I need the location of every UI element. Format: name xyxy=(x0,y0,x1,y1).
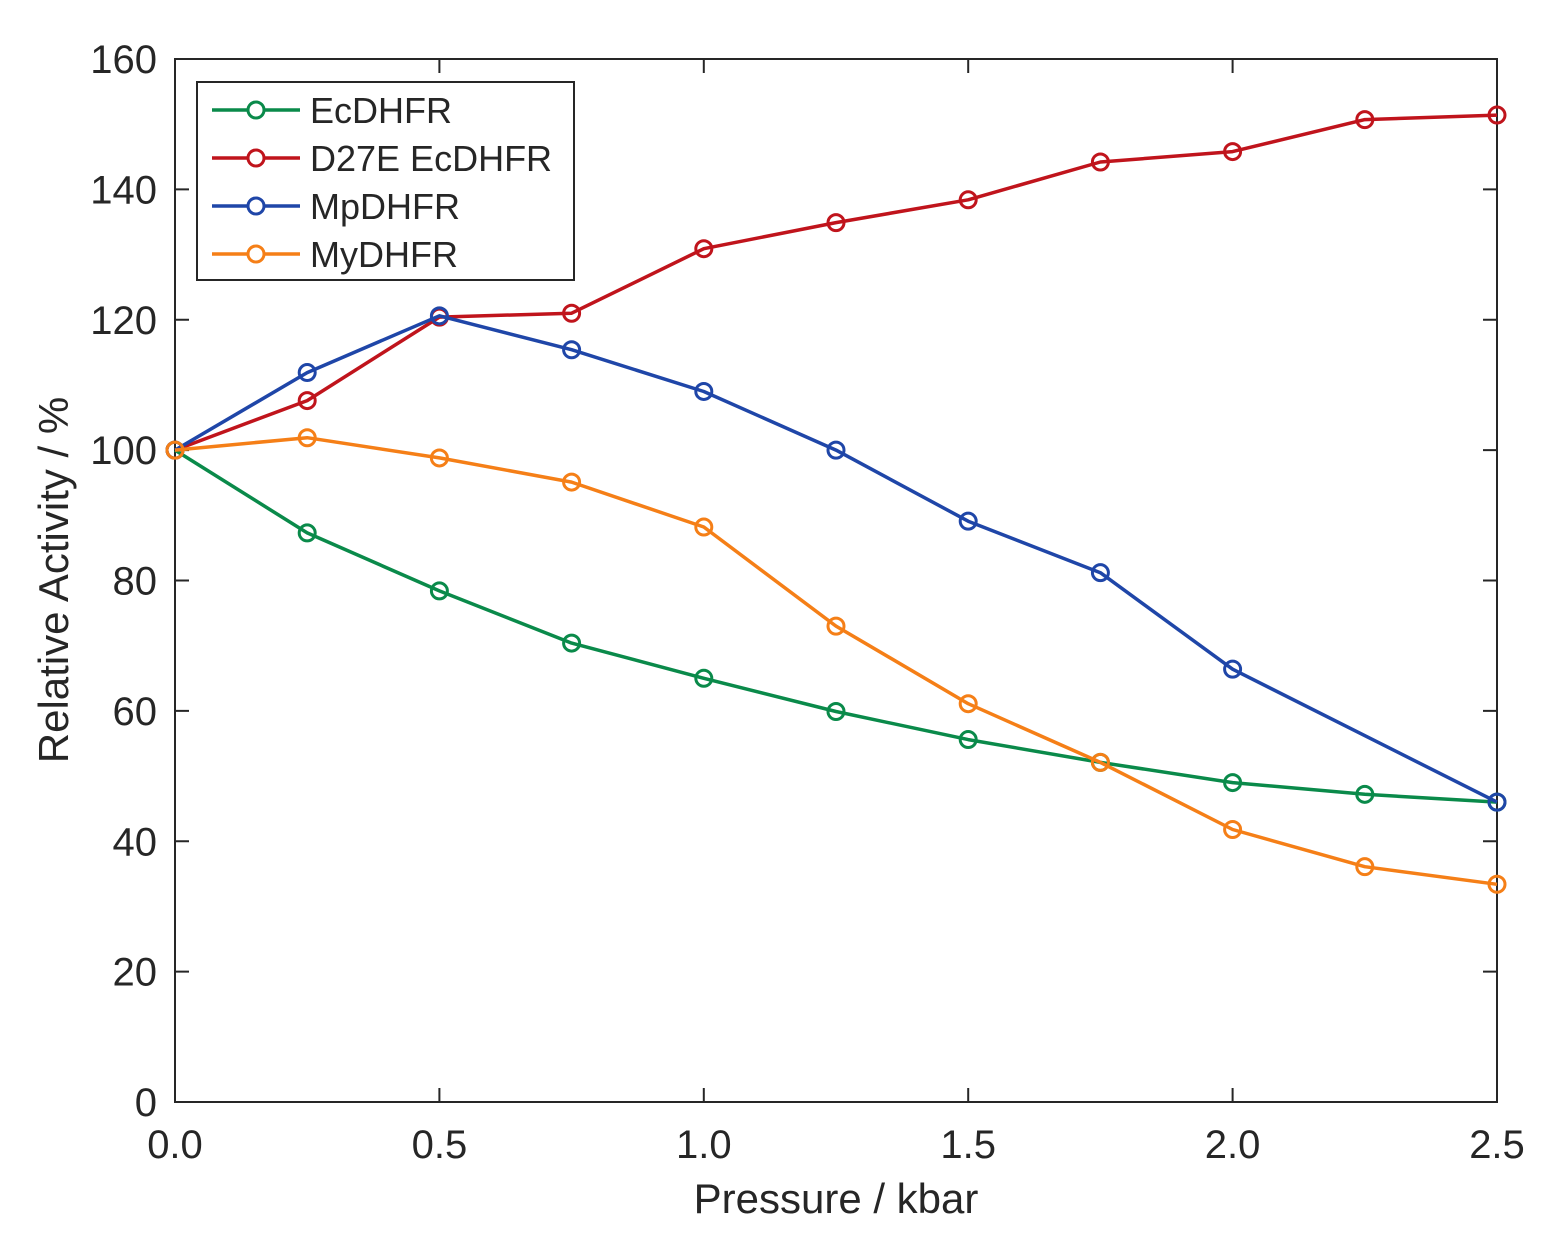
data-point xyxy=(1223,142,1243,162)
axis-ticks: 0.0 0.5 1.0 1.5 2.0 2.5 0 20 40 60 80 100 120 140 160 xyxy=(90,38,1525,1167)
data-point xyxy=(1355,784,1375,804)
y-tick-label: 100 xyxy=(90,429,157,473)
y-axis-label: Relative Activity / % xyxy=(30,397,77,763)
legend-label: MpDHFR xyxy=(310,186,460,227)
data-point xyxy=(429,581,449,601)
x-tick-label: 2.0 xyxy=(1205,1123,1261,1167)
data-point xyxy=(1355,857,1375,877)
y-tick-label: 60 xyxy=(113,690,158,734)
data-point xyxy=(958,190,978,210)
x-axis-label: Pressure / kbar xyxy=(694,1175,979,1222)
series-line xyxy=(174,448,1498,804)
y-tick-label: 120 xyxy=(90,299,157,343)
data-point xyxy=(694,239,714,259)
data-point xyxy=(562,472,582,492)
legend-marker xyxy=(246,196,266,216)
series-line xyxy=(174,113,1498,452)
y-tick-label: 80 xyxy=(113,560,158,604)
data-point xyxy=(1090,152,1110,172)
y-tick-label: 160 xyxy=(90,38,157,82)
data-point xyxy=(1223,659,1243,679)
legend: EcDHFR D27E EcDHFR MpDHFR MyDHFR xyxy=(196,81,575,281)
legend-item: D27E EcDHFR xyxy=(212,138,552,179)
y-tick-label: 40 xyxy=(113,820,158,864)
series-mpdhfr xyxy=(165,306,1507,812)
data-point xyxy=(297,363,317,383)
data-point xyxy=(1223,773,1243,793)
series-line xyxy=(174,314,1498,804)
series-line xyxy=(174,435,1498,887)
data-point xyxy=(694,668,714,688)
legend-item: MpDHFR xyxy=(212,186,460,227)
legend-item: EcDHFR xyxy=(212,90,452,131)
x-tick-label: 0.0 xyxy=(147,1123,203,1167)
data-point xyxy=(1223,820,1243,840)
series-layer xyxy=(165,105,1507,894)
data-point xyxy=(562,303,582,323)
data-point xyxy=(1487,874,1507,894)
data-point xyxy=(562,633,582,653)
data-point xyxy=(958,511,978,531)
x-tick-label: 0.5 xyxy=(412,1123,468,1167)
data-point xyxy=(297,523,317,543)
data-point xyxy=(1487,792,1507,812)
data-point xyxy=(429,448,449,468)
x-tick-label: 1.5 xyxy=(940,1123,996,1167)
x-tick-label: 1.0 xyxy=(676,1123,732,1167)
data-point xyxy=(1090,563,1110,583)
data-point xyxy=(826,616,846,636)
data-point xyxy=(297,391,317,411)
data-point xyxy=(165,440,185,460)
legend-marker xyxy=(246,100,266,120)
legend-label: D27E EcDHFR xyxy=(310,138,552,179)
data-point xyxy=(958,730,978,750)
legend-marker xyxy=(246,244,266,264)
data-point xyxy=(958,694,978,714)
data-point xyxy=(429,306,449,326)
data-point xyxy=(562,340,582,360)
data-point xyxy=(297,428,317,448)
data-point xyxy=(1487,105,1507,125)
data-point xyxy=(1090,752,1110,772)
series-mydhfr xyxy=(165,428,1507,894)
data-point xyxy=(826,702,846,722)
data-point xyxy=(826,213,846,233)
x-tick-label: 2.5 xyxy=(1469,1123,1525,1167)
legend-marker xyxy=(246,148,266,168)
y-tick-label: 140 xyxy=(90,168,157,212)
data-point xyxy=(694,517,714,537)
legend-label: MyDHFR xyxy=(310,234,458,275)
data-point xyxy=(826,440,846,460)
legend-label: EcDHFR xyxy=(310,90,452,131)
data-point xyxy=(1355,110,1375,130)
legend-item: MyDHFR xyxy=(212,234,458,275)
y-tick-label: 0 xyxy=(135,1081,157,1125)
y-tick-label: 20 xyxy=(113,951,158,995)
data-point xyxy=(694,381,714,401)
